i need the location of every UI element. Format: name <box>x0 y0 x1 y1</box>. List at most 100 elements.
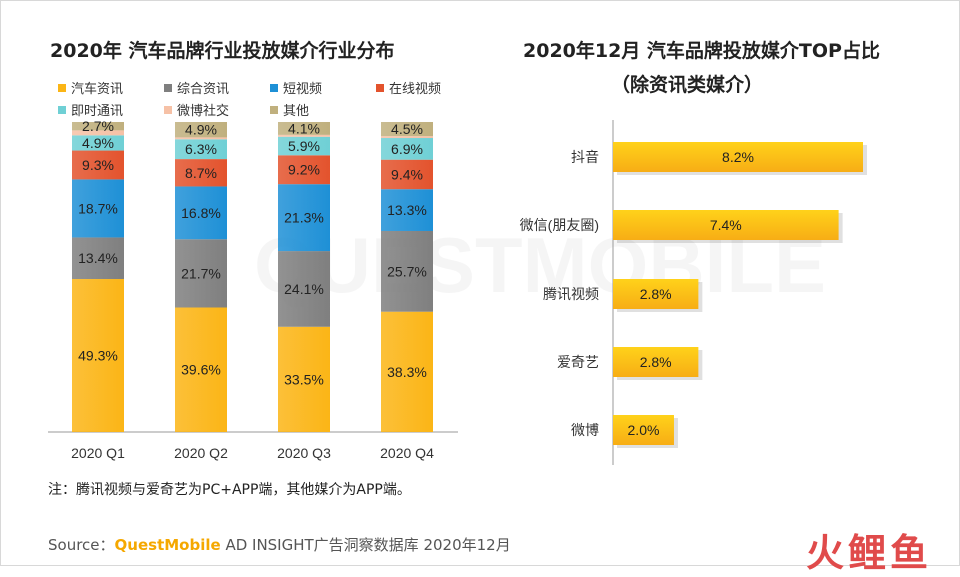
data-label: 9.4% <box>391 166 423 182</box>
data-label: 7.4% <box>710 217 742 233</box>
data-label: 4.5% <box>391 121 423 137</box>
x-tick-label: 2020 Q1 <box>71 445 125 461</box>
legend-item: 短视频 <box>270 78 322 97</box>
legend-swatch <box>270 84 278 92</box>
y-tick-label: 微博 <box>571 422 599 438</box>
data-label: 33.5% <box>284 371 324 387</box>
bar-segment <box>175 137 227 140</box>
data-label: 5.9% <box>288 138 320 154</box>
bar-segment <box>175 186 227 240</box>
legend-swatch <box>376 84 384 92</box>
legend-label: 即时通讯 <box>71 104 124 119</box>
bar-segment <box>72 122 124 131</box>
right-chart-title: 2020年12月 汽车品牌投放媒介TOP占比 <box>523 40 880 62</box>
data-label: 9.2% <box>288 162 320 178</box>
data-label: 39.6% <box>181 362 221 378</box>
data-label: 4.9% <box>185 122 217 138</box>
legend-label: 综合资讯 <box>177 82 230 97</box>
bar-segment <box>381 159 433 190</box>
bar-segment <box>72 130 124 136</box>
source-prefix: Source： <box>48 536 115 554</box>
bar-segment <box>381 230 433 312</box>
source-brand: QuestMobile <box>114 536 221 554</box>
legend-item: 在线视频 <box>376 78 441 97</box>
legend-label: 在线视频 <box>389 82 442 97</box>
legend-item: 其他 <box>270 100 309 119</box>
bar-segment <box>175 122 227 138</box>
data-label: 21.7% <box>181 265 221 281</box>
bar <box>613 279 699 309</box>
data-label: 2.7% <box>82 118 114 134</box>
legend-swatch <box>164 106 172 114</box>
bar-segment <box>381 311 433 432</box>
data-label: 21.3% <box>284 210 324 226</box>
data-label: 13.4% <box>78 250 118 266</box>
data-label: 8.2% <box>722 149 754 165</box>
data-label: 4.1% <box>288 120 320 136</box>
legend-swatch <box>270 106 278 114</box>
data-label: 13.3% <box>387 202 427 218</box>
brand-logo: 火鲤鱼 <box>806 531 933 575</box>
x-tick-label: 2020 Q4 <box>380 445 434 461</box>
bar-segment <box>381 136 433 139</box>
data-label: 6.3% <box>185 141 217 157</box>
bar-segment <box>278 184 330 252</box>
legend-swatch <box>58 84 66 92</box>
data-label: 25.7% <box>387 263 427 279</box>
data-label: 4.9% <box>82 135 114 151</box>
data-label: 38.3% <box>387 364 427 380</box>
bar <box>613 415 674 445</box>
left-stacked-bar-chart: 49.3%13.4%18.7%9.3%4.9%2.7%2020 Q139.6%2… <box>48 118 458 461</box>
data-label: 8.7% <box>185 165 217 181</box>
legend-label: 汽车资讯 <box>71 82 124 97</box>
bar-segment <box>175 307 227 432</box>
y-tick-label: 爱奇艺 <box>557 354 599 370</box>
bar-segment <box>381 189 433 231</box>
data-label: 9.3% <box>82 157 114 173</box>
right-horizontal-bar-chart: 8.2% 抖音 7.4% 微信(朋友圈) 2.8% 腾讯视频 2.8% 爱奇艺 2.0% 微博 <box>520 120 867 465</box>
bar-segment <box>72 150 124 180</box>
data-label: 6.9% <box>391 141 423 157</box>
legend-item: 综合资讯 <box>164 78 229 97</box>
data-label: 49.3% <box>78 348 118 364</box>
right-chart-subtitle: （除资讯类媒介） <box>611 74 764 96</box>
bar-segment <box>278 134 330 137</box>
bar <box>613 347 699 377</box>
y-tick-label: 抖音 <box>571 149 599 165</box>
bar-segment <box>278 122 330 135</box>
bar-segment <box>278 136 330 156</box>
x-tick-label: 2020 Q3 <box>277 445 331 461</box>
data-label: 2.8% <box>640 354 672 370</box>
bar-segment <box>381 122 433 137</box>
legend-label: 其他 <box>283 104 310 119</box>
data-label: 2.8% <box>640 286 672 302</box>
bar <box>613 210 839 240</box>
bar-segment <box>278 326 330 432</box>
source-suffix: AD INSIGHT广告洞察数据库 2020年12月 <box>220 536 511 554</box>
y-tick-label: 腾讯视频 <box>543 286 599 302</box>
data-label: 16.8% <box>181 205 221 221</box>
legend-swatch <box>164 84 172 92</box>
bar-segment <box>175 239 227 308</box>
legend-label: 短视频 <box>283 82 323 97</box>
data-label: 24.1% <box>284 281 324 297</box>
legend-swatch <box>58 106 66 114</box>
data-label: 2.0% <box>628 422 660 438</box>
y-tick-label: 微信(朋友圈) <box>520 217 599 233</box>
bar-segment <box>381 138 433 160</box>
legend-item: 微博社交 <box>164 100 229 119</box>
bar-segment <box>72 279 124 432</box>
legend-item: 汽车资讯 <box>58 78 123 97</box>
legend-item: 即时通讯 <box>58 100 123 119</box>
source-line: Source：QuestMobile AD INSIGHT广告洞察数据库 202… <box>48 534 511 555</box>
footnote: 注：腾讯视频与爱奇艺为PC+APP端，其他媒介为APP端。 <box>48 482 411 498</box>
bar-segment <box>175 159 227 187</box>
bar-segment <box>72 179 124 238</box>
x-tick-label: 2020 Q2 <box>174 445 228 461</box>
bar-segment <box>175 139 227 160</box>
legend-label: 微博社交 <box>177 104 230 119</box>
bar-segment <box>278 155 330 185</box>
left-chart-title: 2020年 汽车品牌行业投放媒介行业分布 <box>50 40 395 62</box>
bar-segment <box>72 135 124 151</box>
